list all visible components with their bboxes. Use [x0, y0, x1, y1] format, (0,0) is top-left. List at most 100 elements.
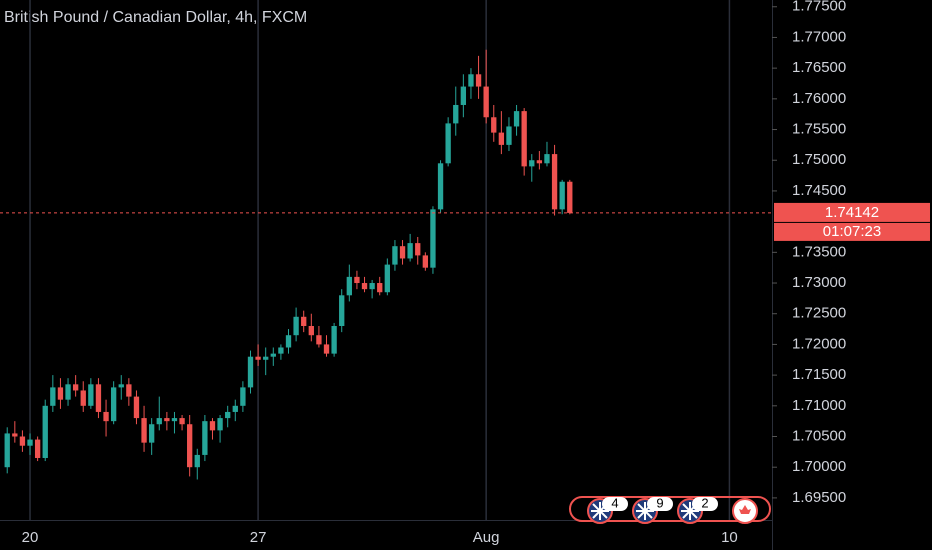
candle-body [551, 154, 558, 210]
y-tick-label: 1.74500 [792, 182, 846, 199]
candle-body [126, 384, 132, 397]
candle-body [217, 418, 223, 431]
candle-body [247, 356, 254, 388]
y-tick-label: 1.76500 [792, 59, 846, 76]
candle-body [118, 384, 124, 388]
candle-body [232, 405, 238, 412]
candle-body [194, 454, 200, 468]
x-tick-label: 27 [250, 529, 267, 546]
candle-body [346, 276, 352, 296]
candle-body [422, 255, 429, 268]
candle-body [255, 356, 261, 360]
candle-body [240, 387, 246, 406]
candle-body [164, 418, 170, 422]
last-price-label: 1.74142 [825, 204, 879, 221]
candle-body [460, 86, 467, 105]
candle-body [529, 160, 535, 167]
x-tick-label: 20 [22, 529, 39, 546]
candle-body [377, 283, 383, 293]
y-tick-label: 1.71000 [792, 397, 846, 414]
chart-title: British Pound / Canadian Dollar, 4h, FXC… [4, 9, 307, 26]
y-tick-label: 1.69500 [792, 489, 846, 506]
candle-body [133, 396, 140, 419]
candle-body [88, 384, 94, 406]
candle-body [536, 160, 543, 164]
candle-body [27, 439, 33, 446]
event-badge: 4 [587, 495, 628, 524]
candle-body [316, 335, 322, 345]
candle-body [95, 384, 102, 412]
candle-body [285, 335, 292, 348]
flag-cross [591, 502, 609, 520]
candle-body [323, 344, 330, 354]
x-tick-label: Aug [473, 529, 500, 546]
candle-body [392, 246, 398, 265]
candle-body [415, 243, 421, 256]
y-tick-label: 1.76000 [792, 90, 846, 107]
y-tick-label: 1.70000 [792, 458, 846, 475]
candle-body [149, 424, 155, 443]
candle-body [437, 163, 444, 210]
y-tick-label: 1.75000 [792, 151, 846, 168]
x-tick-label: 10 [721, 529, 738, 546]
event-badge: 9 [632, 495, 673, 524]
candle-body [42, 405, 48, 458]
candle-body [110, 387, 117, 422]
candle-body [475, 74, 482, 87]
event-count-bg [692, 497, 718, 511]
candle-body [65, 384, 71, 400]
candle-body [50, 387, 56, 406]
candle-body [141, 418, 147, 443]
candle-body [209, 421, 216, 431]
last-price-box [774, 202, 930, 222]
candle-body [293, 316, 299, 336]
candle-body [399, 246, 406, 259]
candle-body [354, 276, 360, 284]
candle-body [369, 283, 375, 290]
countdown-box [774, 222, 930, 241]
candle-body [308, 325, 314, 336]
candle-body [301, 316, 307, 326]
maple-leaf [739, 505, 751, 514]
candle-body [559, 181, 565, 210]
events-strip [569, 496, 771, 522]
event-badge: 2 [677, 495, 718, 524]
candle-body [187, 424, 193, 468]
candle-body [156, 418, 162, 425]
y-tick-label: 1.75500 [792, 121, 846, 138]
event-count: 9 [656, 495, 663, 510]
candle-body [4, 433, 10, 468]
candle-body [513, 111, 520, 127]
candle-body [171, 418, 178, 422]
y-tick-label: 1.71500 [792, 366, 846, 383]
candle-body [12, 433, 18, 437]
candle-body [361, 283, 368, 290]
candle-body [483, 86, 489, 118]
candle-body [270, 353, 276, 357]
event-count: 2 [701, 495, 708, 510]
candle-body [468, 74, 474, 87]
candle-body [567, 181, 573, 213]
candle-body [80, 390, 86, 406]
y-tick-label: 1.77500 [792, 0, 846, 15]
y-tick-label: 1.73000 [792, 274, 846, 291]
event-count: 4 [611, 495, 618, 510]
y-tick-label: 1.77000 [792, 28, 846, 45]
candle-body [19, 436, 26, 446]
candle-body [384, 264, 390, 293]
candle-body [339, 295, 345, 326]
candle-body [57, 387, 64, 400]
event-count-bg [602, 497, 628, 511]
candle-body [544, 154, 550, 164]
flag-cross [636, 502, 654, 520]
candle-body [72, 384, 79, 391]
candle-body [263, 356, 269, 360]
candle-body [506, 126, 512, 145]
y-tick-label: 1.72000 [792, 335, 846, 352]
candle-body [521, 111, 527, 167]
candle-body [453, 104, 459, 124]
candle-body [278, 347, 284, 354]
flag-cross [681, 502, 699, 520]
